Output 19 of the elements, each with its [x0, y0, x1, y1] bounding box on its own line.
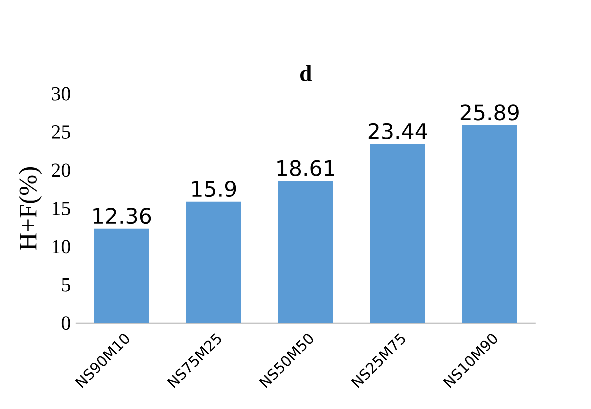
y-tick-label: 10 — [52, 240, 70, 254]
data-label: 25.89 — [460, 104, 519, 121]
y-tick-label: 0 — [62, 316, 70, 330]
y-tick-label: 15 — [52, 202, 70, 216]
chart-title: d — [300, 65, 312, 82]
bar — [370, 144, 426, 324]
data-label: 23.44 — [368, 123, 428, 140]
y-axis-title: H+F(%) — [19, 168, 42, 250]
data-label: 15.9 — [192, 180, 236, 198]
y-tick-label: 20 — [52, 164, 70, 178]
bar — [94, 228, 150, 324]
bar — [462, 125, 518, 324]
data-label: 18.61 — [278, 160, 334, 176]
bar — [278, 181, 334, 324]
data-label: 12.36 — [94, 208, 152, 224]
y-tick-label: 25 — [52, 126, 70, 139]
y-tick-label: 5 — [62, 278, 70, 292]
bar — [186, 202, 242, 324]
y-tick-label: 30 — [52, 87, 70, 101]
